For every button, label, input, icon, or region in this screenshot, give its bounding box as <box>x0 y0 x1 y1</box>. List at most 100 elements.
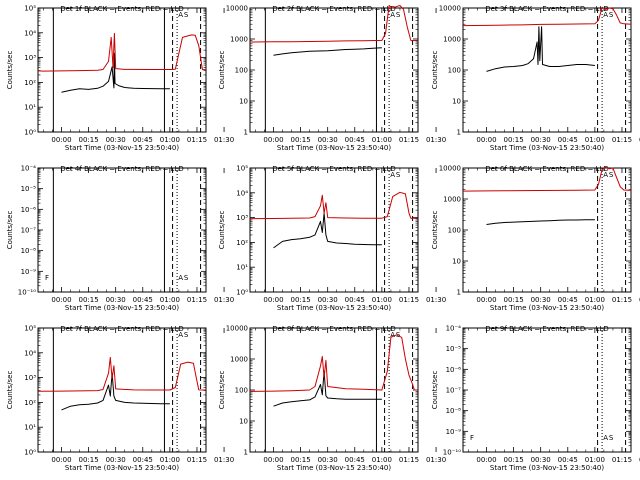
y-axis-label: Counts/sec <box>218 371 226 410</box>
annotation-s: S <box>184 274 189 282</box>
x-tick-label: 00:00 <box>263 296 283 304</box>
series-line-events <box>61 372 170 411</box>
annotation-a: A <box>390 171 395 179</box>
y-tick-label: 10⁵ <box>24 325 36 333</box>
chart-panel-7: Det 7f BLACK = Events, RED = LLD 10⁰ 10¹ 10… <box>6 325 234 473</box>
y-tick-label: 10⁻⁵ <box>446 345 462 353</box>
x-tick-label: 00:15 <box>290 136 310 144</box>
x-tick-label: 00:00 <box>51 456 71 464</box>
series-line-events <box>61 52 170 93</box>
chart-panel-9: Det 9f BLACK = Events, RED = LLD 10⁻¹⁰ 10⁻… <box>431 325 640 473</box>
annotation-s: S <box>609 171 614 179</box>
x-tick-label: 00:45 <box>133 136 153 144</box>
annotation-a: A <box>603 434 608 442</box>
y-tick-label: 100 <box>448 67 461 75</box>
y-tick-label: 100 <box>448 227 461 235</box>
y-axis-label: Counts/sec <box>218 51 226 90</box>
annotation-a: A <box>603 171 608 179</box>
x-tick-label: 00:45 <box>133 456 153 464</box>
x-tick-label: 01:15 <box>187 296 207 304</box>
y-tick-label: 10 <box>452 258 461 266</box>
y-tick-label: 10³ <box>236 214 248 222</box>
x-tick-label: 00:15 <box>78 136 98 144</box>
x-tick-label: 00:30 <box>531 296 551 304</box>
y-tick-label: 10⁻¹⁰ <box>18 289 36 297</box>
annotation-f: F <box>470 434 474 442</box>
annotation-a: A <box>390 331 395 339</box>
y-tick-label: 10⁰ <box>24 129 36 137</box>
chart-panel-4: Det 4f BLACK = Events, RED = LLD 10⁻¹⁰ 10⁻… <box>6 165 234 313</box>
y-tick-label: 10⁻⁴ <box>446 325 462 333</box>
y-tick-label: 10000 <box>439 165 461 173</box>
x-tick-label: 00:30 <box>318 296 338 304</box>
chart-panel-6: Det 6f BLACK = Events, RED = LLD 1 10 100 10… <box>431 165 640 313</box>
x-tick-label: 00:30 <box>318 136 338 144</box>
series-line-lld <box>462 166 632 192</box>
annotation-s: S <box>609 434 614 442</box>
y-axis-label: Counts/sec <box>6 211 14 250</box>
y-tick-label: 10⁻⁶ <box>446 366 462 374</box>
x-tick-label: 01:00 <box>585 296 605 304</box>
chart-title: Det 5f BLACK = Events, RED = LLD <box>272 165 395 173</box>
y-axis-label: Counts/sec <box>6 371 14 410</box>
x-axis-label: Start Time (03-Nov-15 23:50:40) <box>65 464 179 472</box>
y-tick-label: 10⁻⁸ <box>21 247 37 255</box>
annotation-a: A <box>603 11 608 19</box>
series-line-lld <box>462 6 632 27</box>
x-axis-label: Start Time (03-Nov-15 23:50:40) <box>490 464 604 472</box>
plot-frame <box>37 327 207 453</box>
y-tick-label: 10 <box>452 98 461 106</box>
annotation-f: F <box>45 274 49 282</box>
plot-frame <box>462 167 632 293</box>
plot-frame <box>462 7 632 133</box>
y-axis-label: Counts/sec <box>218 211 226 250</box>
x-tick-label: 01:00 <box>585 136 605 144</box>
y-tick-label: 10⁻⁹ <box>446 428 462 436</box>
x-tick-label: 01:30 <box>214 456 234 464</box>
x-tick-label: 01:15 <box>612 456 632 464</box>
y-tick-label: 10000 <box>439 5 461 13</box>
y-tick-label: 1000 <box>230 36 248 44</box>
x-tick-label: 00:15 <box>503 456 523 464</box>
x-tick-label: 01:00 <box>160 296 180 304</box>
x-tick-label: 00:00 <box>263 136 283 144</box>
chart-title: Det 2f BLACK = Events, RED = LLD <box>272 5 395 13</box>
plot-frame <box>249 7 419 133</box>
annotation-s: S <box>396 11 401 19</box>
x-axis-label: Start Time (03-Nov-15 23:50:40) <box>277 144 391 152</box>
x-tick-label: 01:30 <box>214 136 234 144</box>
chart-panel-5: Det 5f BLACK = Events, RED = LLD 10⁰ 10¹ 10… <box>218 165 446 313</box>
x-tick-label: 01:00 <box>372 136 392 144</box>
y-tick-label: 1000 <box>443 196 461 204</box>
x-tick-label: 00:45 <box>558 456 578 464</box>
y-tick-label: 10⁻⁸ <box>446 407 462 415</box>
y-tick-label: 10 <box>239 418 248 426</box>
x-tick-label: 01:00 <box>160 136 180 144</box>
y-tick-label: 10⁰ <box>236 289 248 297</box>
y-tick-label: 10⁵ <box>24 5 36 13</box>
series-line-lld <box>249 334 418 392</box>
x-tick-label: 01:30 <box>639 456 640 464</box>
x-tick-label: 00:45 <box>558 136 578 144</box>
plot-frame <box>249 327 419 453</box>
x-axis-label: Start Time (03-Nov-15 23:50:40) <box>65 304 179 312</box>
y-tick-label: 10⁻⁶ <box>21 206 37 214</box>
x-tick-label: 00:15 <box>290 296 310 304</box>
x-tick-label: 00:45 <box>558 296 578 304</box>
x-axis-label: Start Time (03-Nov-15 23:50:40) <box>277 304 391 312</box>
annotation-s: S <box>184 11 189 19</box>
x-tick-label: 01:15 <box>612 296 632 304</box>
x-tick-label: 00:45 <box>345 456 365 464</box>
y-tick-label: 10¹ <box>236 264 248 272</box>
annotation-a: A <box>178 331 183 339</box>
x-tick-label: 00:00 <box>476 296 496 304</box>
x-tick-label: 00:00 <box>51 136 71 144</box>
x-tick-label: 01:30 <box>426 136 446 144</box>
x-tick-label: 01:30 <box>426 456 446 464</box>
chart-panel-2: Det 2f BLACK = Events, RED = LLD 1 10 100 10… <box>218 5 446 153</box>
x-tick-label: 01:30 <box>426 296 446 304</box>
x-tick-label: 01:15 <box>399 296 419 304</box>
series-line-events <box>486 26 595 72</box>
annotation-s: S <box>184 331 189 339</box>
annotation-s: S <box>609 11 614 19</box>
